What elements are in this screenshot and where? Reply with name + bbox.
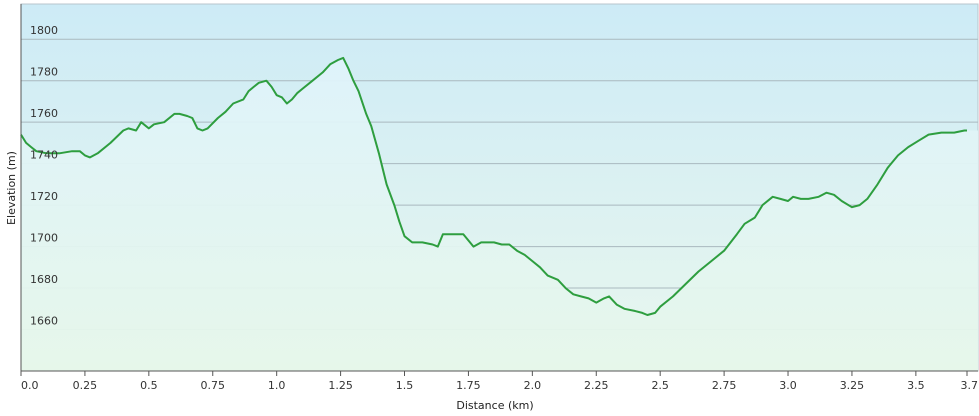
y-axis-ticks: 1660 1680 1700 1720 1740 1760 1780 1800 [30, 24, 58, 327]
x-axis-ticks: 0.0 0.25 0.5 0.75 1.0 1.25 1.5 1.75 2.0 2.25 2.5 2.… [20, 371, 979, 392]
y-tick-label: 1660 [30, 315, 58, 328]
x-tick-label: 3.0 [779, 379, 797, 392]
y-tick-label: 1740 [30, 149, 58, 162]
x-tick-label: 1.25 [328, 379, 353, 392]
x-tick-label: 1.75 [456, 379, 481, 392]
x-tick-label: 2.0 [524, 379, 542, 392]
x-tick-label: 2.5 [651, 379, 669, 392]
x-tick-label: 0.75 [201, 379, 226, 392]
x-tick-label: 3.25 [840, 379, 865, 392]
x-tick-label: 0.0 [21, 379, 39, 392]
y-tick-label: 1700 [30, 232, 58, 245]
x-tick-label: 0.5 [140, 379, 158, 392]
x-tick-label: 2.75 [712, 379, 737, 392]
x-tick-label: 3.5 [907, 379, 925, 392]
y-tick-label: 1680 [30, 273, 58, 286]
x-tick-label: 1.0 [268, 379, 286, 392]
x-axis-title: Distance (km) [456, 399, 533, 412]
elevation-series-line [20, 56, 967, 316]
y-tick-label: 1760 [30, 107, 58, 120]
x-tick-label: 0.25 [73, 379, 98, 392]
y-tick-label: 1800 [30, 24, 58, 37]
x-tick-label: 1.5 [396, 379, 414, 392]
elevation-area-fill [21, 57, 978, 372]
x-tick-label: 2.25 [584, 379, 609, 392]
y-tick-label: 1780 [30, 66, 58, 79]
x-tick-label: 3.7 [961, 379, 979, 392]
y-tick-label: 1720 [30, 190, 58, 203]
y-axis-title: Elevation (m) [5, 151, 18, 225]
